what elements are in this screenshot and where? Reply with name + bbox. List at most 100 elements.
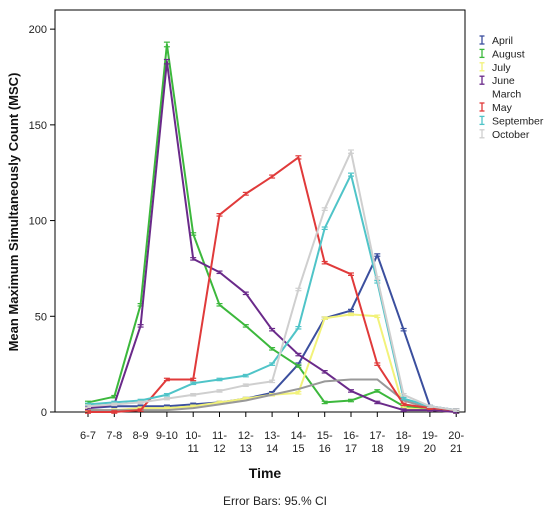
legend-label: May bbox=[492, 102, 513, 114]
y-tick-label: 50 bbox=[35, 311, 47, 323]
error-bar bbox=[321, 226, 328, 231]
error-bar bbox=[400, 327, 407, 332]
x-tick-label-line: 16 bbox=[319, 443, 331, 455]
x-tick-label-line: 13- bbox=[264, 430, 280, 442]
error-bar bbox=[374, 314, 381, 319]
x-tick-label: 11-12 bbox=[212, 430, 227, 455]
x-tick-label-line: 20 bbox=[424, 443, 436, 455]
x-tick-label-line: 14- bbox=[290, 430, 306, 442]
legend-label: September bbox=[492, 115, 544, 127]
legend-item-august: August bbox=[479, 48, 525, 60]
error-bar bbox=[163, 396, 170, 401]
plot-frame bbox=[54, 9, 466, 413]
error-bar bbox=[321, 260, 328, 265]
error-bar bbox=[137, 324, 144, 328]
x-tick-label-line: 17 bbox=[345, 443, 357, 455]
legend-item-may: May bbox=[479, 102, 513, 114]
legend-label: March bbox=[492, 89, 521, 101]
series-line bbox=[87, 60, 457, 413]
legend-label: October bbox=[492, 129, 530, 141]
error-bar bbox=[85, 410, 91, 414]
error-bar bbox=[348, 308, 354, 313]
error-bar bbox=[163, 58, 170, 65]
y-axis-title: Mean Maximum Simultaneously Count (MSC) bbox=[6, 73, 21, 352]
x-tick-label: 19-20 bbox=[422, 430, 438, 455]
y-tick-label: 0 bbox=[41, 407, 47, 419]
error-bar bbox=[348, 272, 354, 276]
error-bar bbox=[400, 396, 407, 401]
error-bar bbox=[374, 389, 381, 393]
error-bar bbox=[348, 172, 354, 177]
x-tick-label-line: 13 bbox=[240, 443, 252, 455]
x-tick-label: 20-21 bbox=[448, 430, 464, 455]
x-tick-label-line: 8-9 bbox=[133, 430, 149, 442]
x-tick-label-line: 6-7 bbox=[80, 430, 96, 442]
error-bar bbox=[295, 364, 302, 368]
x-tick-label: 18-19 bbox=[396, 430, 412, 455]
x-tick-label: 8-9 bbox=[133, 430, 149, 442]
legend-label: July bbox=[492, 62, 511, 74]
error-bar bbox=[269, 379, 276, 384]
series-april bbox=[85, 253, 460, 412]
y-tick-label: 150 bbox=[29, 120, 47, 132]
legend-item-march: March bbox=[492, 89, 521, 101]
x-tick-label: 7-8 bbox=[106, 430, 122, 442]
error-bar bbox=[137, 400, 144, 405]
error-bar bbox=[400, 408, 407, 412]
series-october bbox=[85, 149, 460, 412]
error-bar bbox=[242, 291, 249, 296]
x-tick-label-line: 18- bbox=[396, 430, 412, 442]
x-tick-label-line: 15- bbox=[317, 430, 333, 442]
x-tick-label: 15-16 bbox=[317, 430, 333, 455]
x-tick-label-line: 9-10 bbox=[156, 430, 178, 442]
x-tick-label-line: 20- bbox=[448, 430, 464, 442]
legend-item-june: June bbox=[479, 75, 515, 87]
error-bar bbox=[216, 212, 223, 217]
error-bar bbox=[400, 392, 407, 397]
error-bar bbox=[216, 303, 223, 307]
error-bar bbox=[348, 312, 354, 317]
x-tick-label: 13-14 bbox=[264, 430, 280, 455]
error-bar bbox=[163, 392, 170, 397]
error-bar bbox=[242, 373, 249, 378]
x-tick-label: 10-11 bbox=[185, 430, 201, 455]
error-bar bbox=[348, 149, 354, 154]
error-bar bbox=[374, 253, 381, 257]
error-bar bbox=[163, 377, 170, 382]
x-tick-label-line: 17- bbox=[369, 430, 385, 442]
legend-item-september: September bbox=[479, 115, 544, 127]
legend-label: June bbox=[492, 75, 515, 87]
error-bar bbox=[374, 276, 381, 280]
error-bar bbox=[242, 383, 249, 387]
x-tick-label: 6-7 bbox=[80, 430, 96, 442]
legend-label: April bbox=[492, 35, 513, 47]
error-bar bbox=[295, 391, 302, 395]
error-bar bbox=[111, 410, 118, 414]
legend-item-april: April bbox=[479, 35, 513, 47]
x-tick-label: 9-10 bbox=[156, 430, 178, 442]
x-tick-label-line: 21 bbox=[450, 443, 462, 455]
error-bar bbox=[269, 362, 276, 366]
x-tick-label: 16-17 bbox=[343, 430, 359, 455]
error-bar bbox=[374, 400, 381, 405]
x-tick-label-line: 11 bbox=[187, 443, 198, 455]
series-line bbox=[87, 43, 457, 413]
error-bars-note: Error Bars: 95.% CI bbox=[222, 494, 328, 508]
x-tick-label-line: 16- bbox=[343, 430, 359, 442]
error-bar bbox=[295, 352, 302, 357]
error-bar bbox=[295, 325, 302, 330]
x-tick-label-line: 7-8 bbox=[106, 430, 122, 442]
error-bar bbox=[190, 232, 197, 236]
error-bar bbox=[321, 316, 328, 320]
series-june bbox=[85, 58, 460, 414]
error-bar bbox=[269, 327, 276, 332]
legend-item-july: July bbox=[479, 62, 511, 74]
error-bar bbox=[242, 324, 249, 328]
series-august bbox=[85, 41, 460, 414]
x-tick-label-line: 12 bbox=[213, 443, 225, 455]
error-bar bbox=[269, 174, 276, 179]
error-bar bbox=[348, 389, 354, 393]
error-bar bbox=[137, 408, 144, 412]
